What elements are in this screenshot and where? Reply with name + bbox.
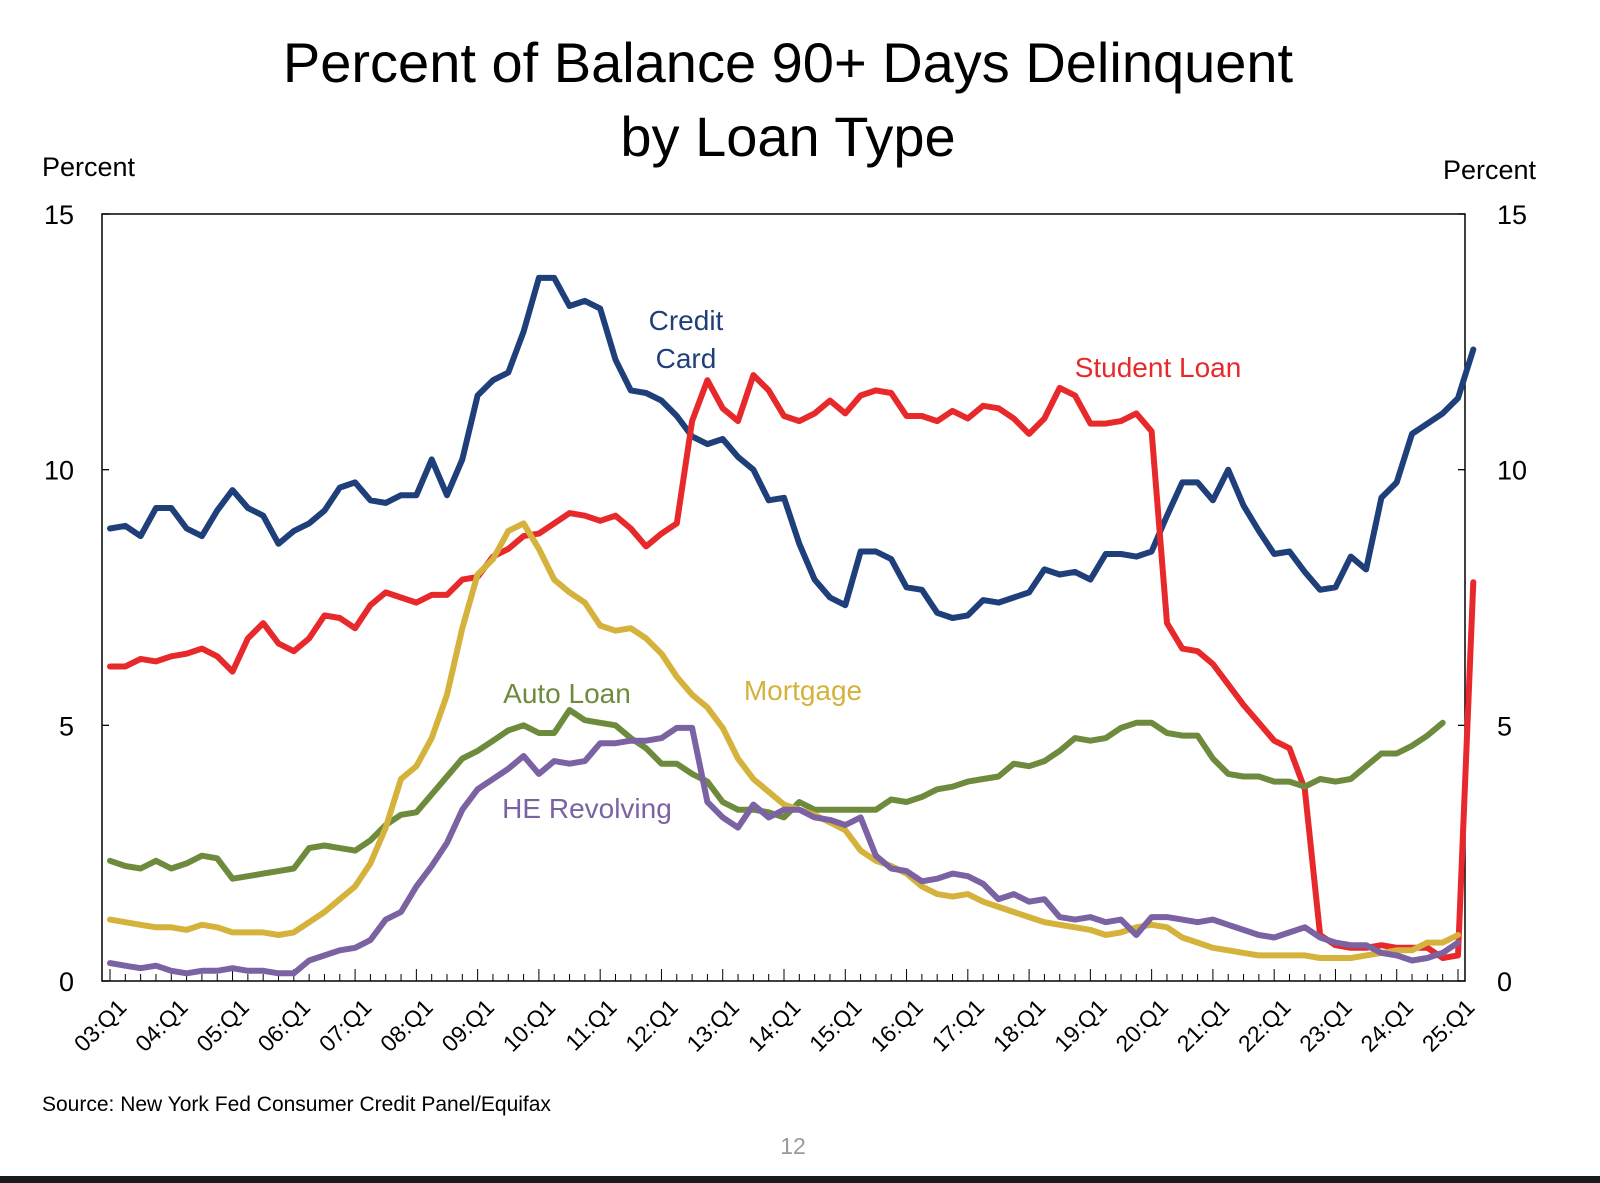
x-tick-label: 21:Q1 <box>1172 994 1235 1057</box>
series-label-he-revolving: HE Revolving <box>502 793 672 824</box>
x-tick-label: 12:Q1 <box>620 994 683 1057</box>
source-note: Source: New York Fed Consumer Credit Pan… <box>42 1093 551 1116</box>
y-tick-label-right: 5 <box>1497 711 1512 741</box>
bottom-bar <box>0 1176 1600 1183</box>
x-tick-label: 13:Q1 <box>681 994 744 1057</box>
y-tick-label-left: 10 <box>44 456 74 486</box>
series-line-mortgage <box>107 520 1461 961</box>
y-axis-label-left: Percent <box>42 152 136 182</box>
x-tick-label: 22:Q1 <box>1233 994 1296 1057</box>
series-line-he-revolving <box>107 724 1461 977</box>
x-tick-label: 19:Q1 <box>1049 994 1112 1057</box>
y-tick-label-right: 15 <box>1497 200 1527 230</box>
series-lines <box>107 274 1477 977</box>
chart-subtitle: by Loan Type <box>620 105 955 168</box>
series-label-auto-loan: Auto Loan <box>503 678 631 709</box>
y-tick-label-left: 0 <box>59 967 74 997</box>
chart-title: Percent of Balance 90+ Days Delinquent <box>283 31 1294 94</box>
y-tick-label-right: 10 <box>1497 456 1527 486</box>
x-tick-label: 23:Q1 <box>1294 994 1357 1057</box>
x-tick-label: 20:Q1 <box>1110 994 1173 1057</box>
x-tick-label: 06:Q1 <box>253 994 316 1057</box>
y-tick-label-left: 5 <box>59 711 74 741</box>
x-tick-label: 25:Q1 <box>1417 994 1480 1057</box>
x-tick-label: 09:Q1 <box>436 994 499 1057</box>
y-tick-label-right: 0 <box>1497 967 1512 997</box>
x-tick-label: 08:Q1 <box>375 994 438 1057</box>
x-tick-label: 11:Q1 <box>560 994 621 1055</box>
x-tick-label: 18:Q1 <box>988 994 1051 1057</box>
x-tick-label: 03:Q1 <box>69 994 132 1057</box>
x-tick-label: 14:Q1 <box>743 994 806 1057</box>
x-tick-label: 24:Q1 <box>1355 994 1418 1057</box>
plot-area-border <box>101 213 1466 982</box>
x-tick-label: 16:Q1 <box>865 994 928 1057</box>
series-labels: Credit Card Student Loan Auto Loan Mortgage H… <box>502 305 1241 824</box>
y-axis-ticks: 0 0 5 5 10 10 15 15 <box>44 200 1527 997</box>
x-tick-label: 17:Q1 <box>927 994 990 1057</box>
series-line-credit-card <box>107 274 1477 621</box>
x-tick-label: 10:Q1 <box>498 994 561 1057</box>
x-axis-ticks: 03:Q104:Q105:Q106:Q107:Q108:Q109:Q110:Q1… <box>69 969 1480 1057</box>
x-tick-label: 15:Q1 <box>804 994 867 1057</box>
series-label-credit-card: Credit <box>649 305 724 336</box>
series-label-mortgage: Mortgage <box>744 675 862 706</box>
y-axis-label-right: Percent <box>1443 155 1537 185</box>
series-line-student-loan <box>107 372 1477 961</box>
series-label-credit-card: Card <box>656 343 717 374</box>
x-tick-label: 07:Q1 <box>314 994 377 1057</box>
y-tick-label-left: 15 <box>44 200 74 230</box>
series-label-student-loan: Student Loan <box>1075 352 1242 383</box>
x-tick-label: 05:Q1 <box>191 994 254 1057</box>
x-tick-label: 04:Q1 <box>130 994 193 1057</box>
page-number: 12 <box>780 1133 806 1159</box>
